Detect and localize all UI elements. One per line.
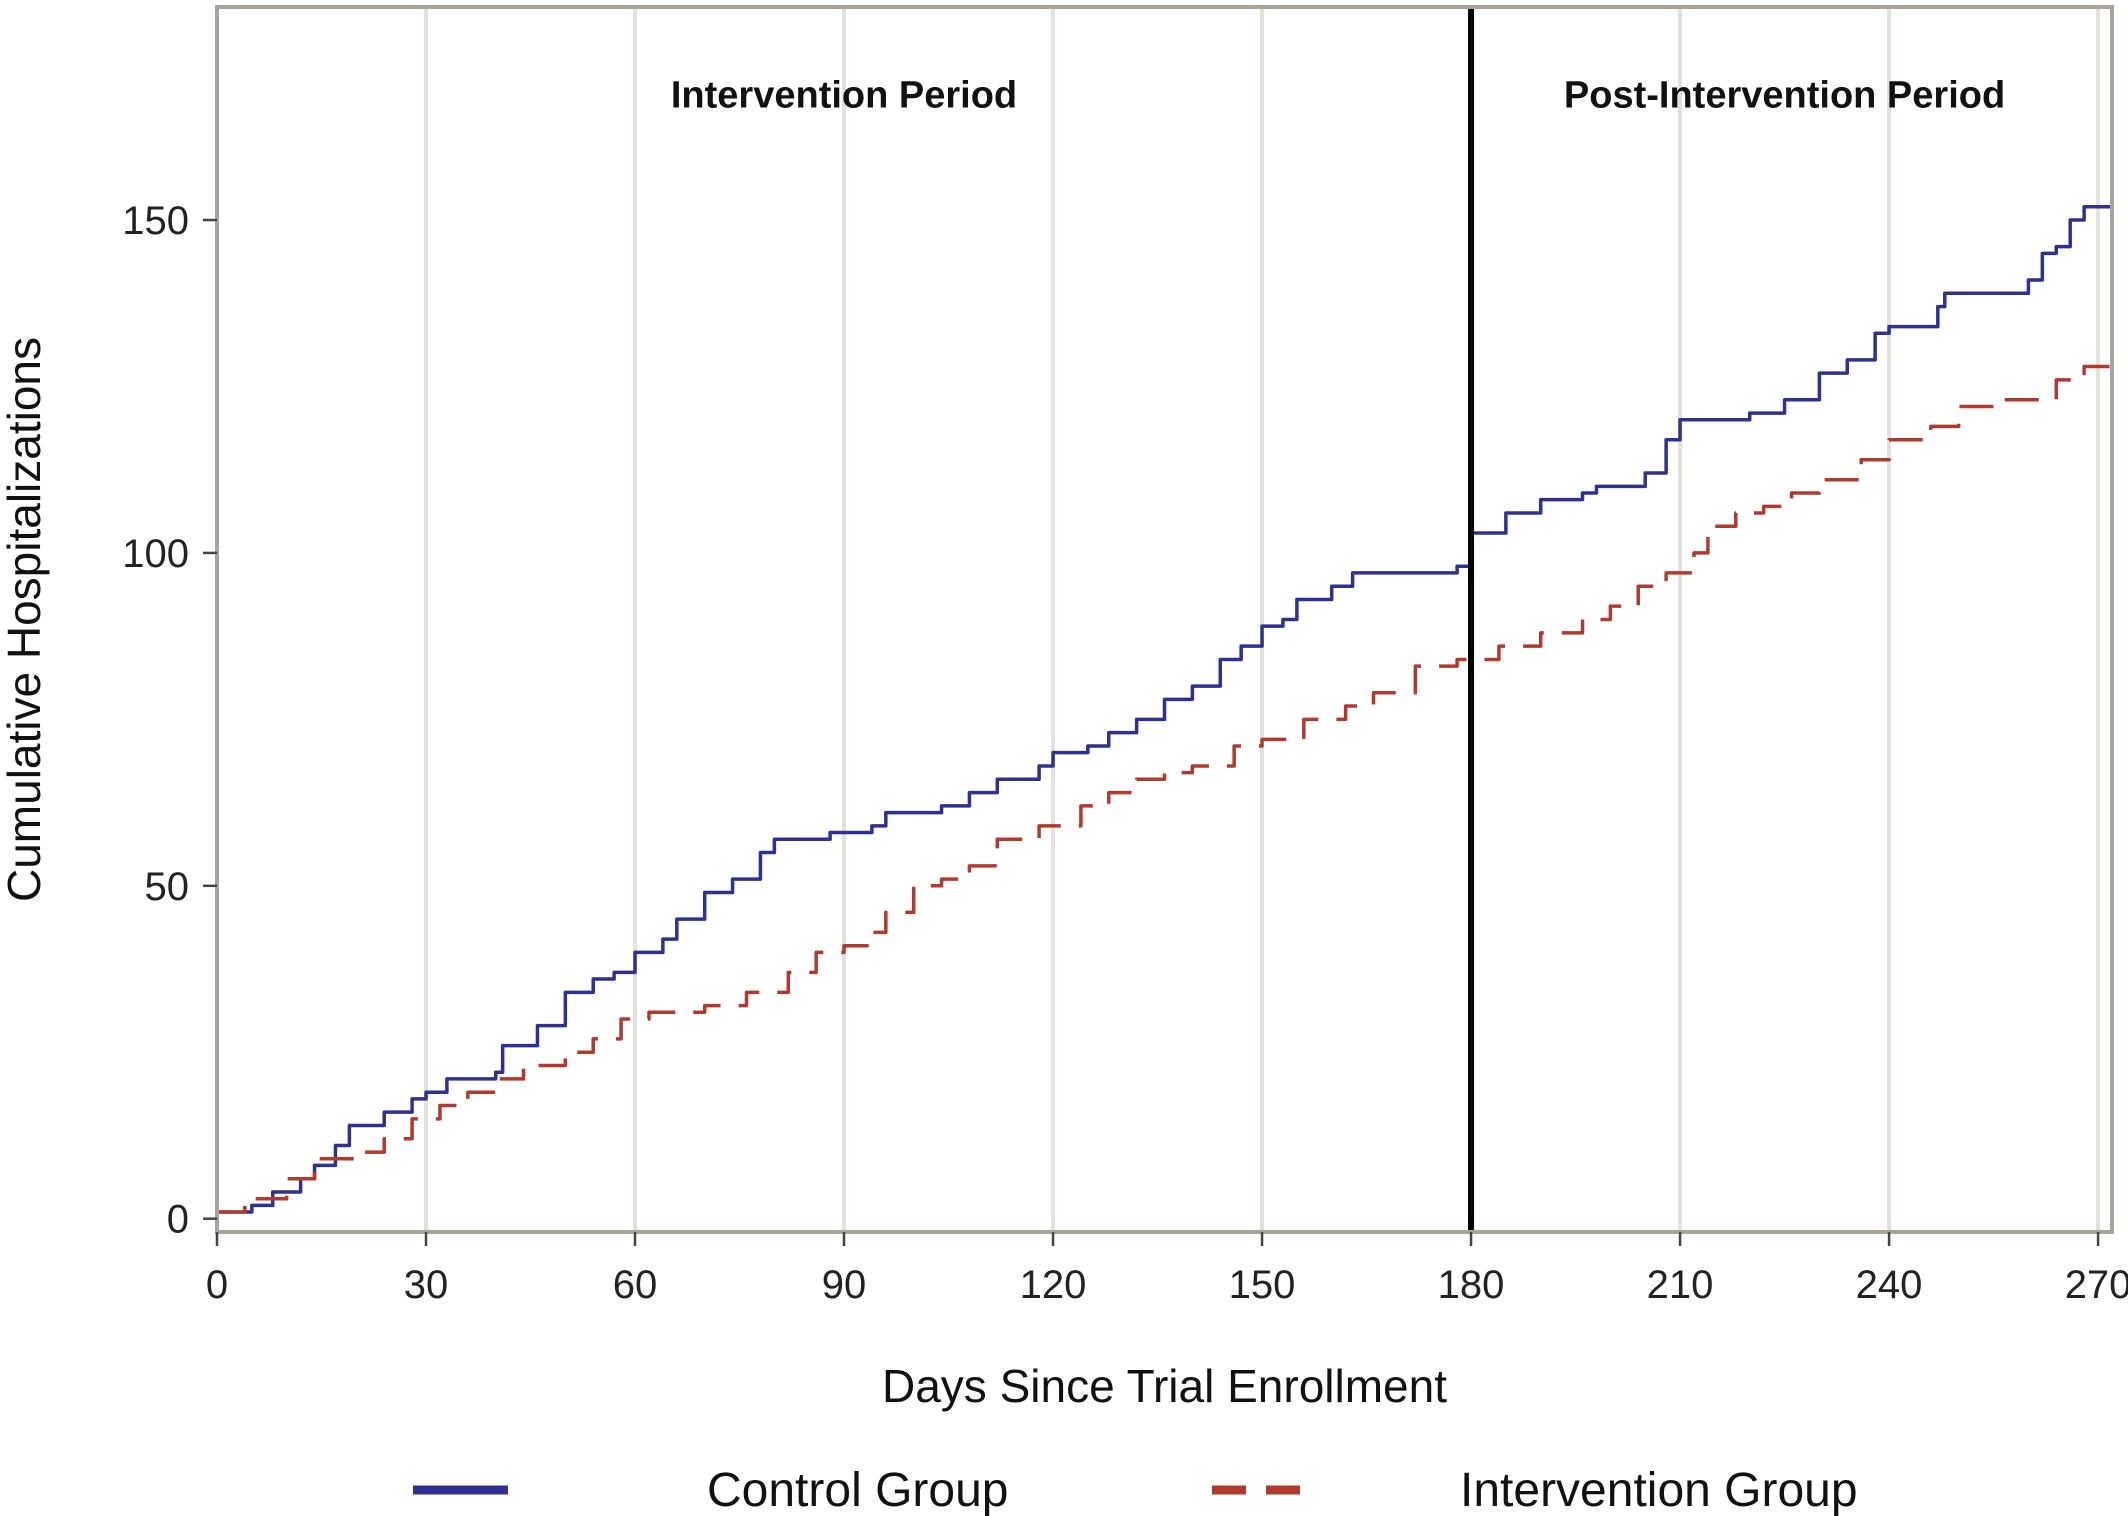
series-layer <box>217 193 2114 1214</box>
y-tick-label: 100 <box>122 532 189 576</box>
period-annotations: Intervention Period Post-Intervention Per… <box>671 75 2005 117</box>
x-tick-label: 210 <box>1647 1263 1714 1307</box>
x-tick-label: 120 <box>1020 1263 1087 1307</box>
x-tick-label: 270 <box>2065 1263 2128 1307</box>
x-tick-label: 240 <box>1856 1263 1923 1307</box>
x-tick-label: 90 <box>822 1263 867 1307</box>
legend-label-intervention-group: Intervention Group <box>1460 1464 1858 1516</box>
y-axis: 0 50 100 150 <box>122 199 217 1242</box>
y-tick-label: 50 <box>145 865 190 909</box>
series-line-control-group <box>217 193 2114 1214</box>
intervention-period-label: Intervention Period <box>671 75 1017 117</box>
x-tick-label: 0 <box>206 1263 228 1307</box>
y-tick-label: 150 <box>122 199 189 243</box>
legend-label-control-group: Control Group <box>707 1464 1008 1516</box>
x-tick-label: 30 <box>404 1263 449 1307</box>
y-axis-title: Cumulative Hospitalizations <box>0 337 50 902</box>
x-tick-label: 150 <box>1229 1263 1296 1307</box>
x-axis-title: Days Since Trial Enrollment <box>882 1360 1447 1412</box>
post-intervention-period-label: Post-Intervention Period <box>1564 75 2005 117</box>
x-axis: 0 30 60 90 120 150 180 210 240 270 <box>206 1232 2128 1307</box>
y-tick-label: 0 <box>167 1198 189 1242</box>
series-line-intervention-group <box>217 353 2114 1214</box>
x-tick-label: 180 <box>1438 1263 1505 1307</box>
plot-frame <box>215 5 2114 1234</box>
legend: Control Group Intervention Group <box>413 1464 1858 1516</box>
x-tick-label: 60 <box>613 1263 658 1307</box>
